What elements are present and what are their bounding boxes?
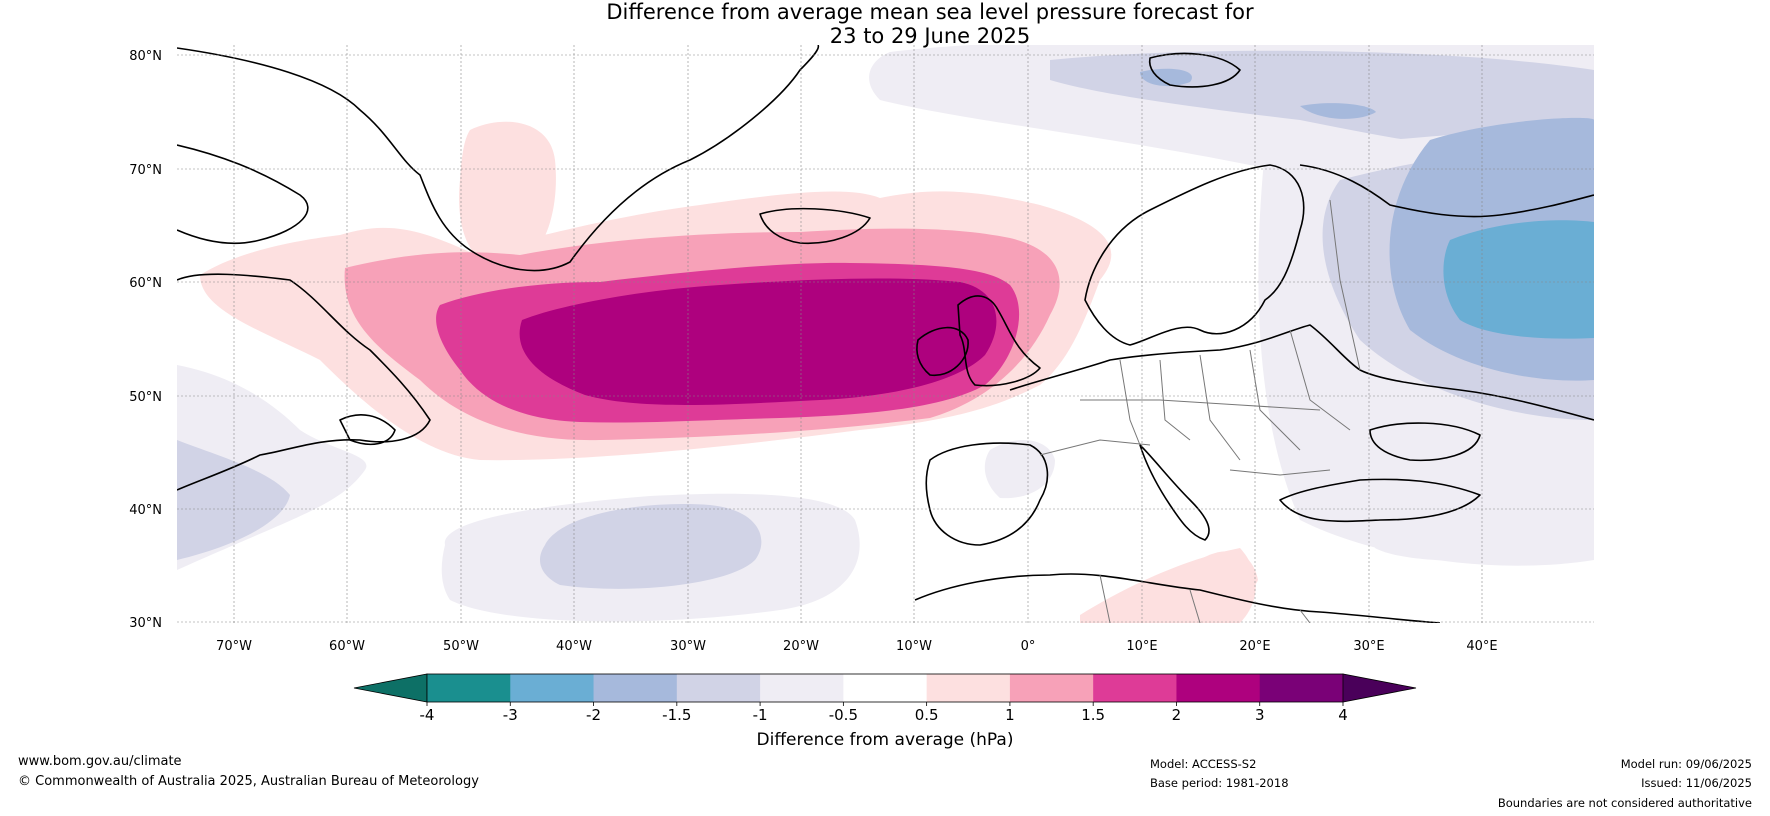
- colorbar-segment: [427, 674, 511, 702]
- colorbar-tick-label: -0.5: [829, 706, 858, 724]
- colorbar-tick-label: 3: [1255, 706, 1265, 724]
- colorbar-tick-label: 1: [1005, 706, 1015, 724]
- colorbar-tick-label: 1.5: [1081, 706, 1105, 724]
- scandinavia-coast: [1084, 164, 1305, 346]
- lon-tick-label: 20°W: [783, 639, 819, 654]
- anomaly-fill-arctic-neg15a: [1140, 68, 1192, 87]
- anomaly-fill-east-neg2: [1443, 220, 1594, 339]
- colorbar-border: [426, 673, 1344, 703]
- colorbar-segment: [1093, 674, 1177, 702]
- anomaly-fill-pos05-gib: [1180, 551, 1258, 596]
- lat-tick-label: 50°N: [129, 390, 162, 405]
- lon-tick-label: 40°W: [556, 639, 592, 654]
- colorbar-segment: [926, 674, 1011, 702]
- colorbar-tick-label: -3: [503, 706, 518, 724]
- lat-tick-label: 80°N: [129, 49, 162, 64]
- italy-coast: [1139, 444, 1210, 541]
- britain-coast: [957, 295, 1041, 387]
- colorbar-segment: [593, 674, 678, 702]
- colorbar-tick-label: -1: [753, 706, 768, 724]
- colorbar-segment: [1176, 674, 1261, 702]
- colorbar-segment: [510, 674, 595, 702]
- anomaly-fill-pos2: [519, 278, 997, 405]
- lon-tick-label: 60°W: [329, 639, 365, 654]
- base-period-text: Base period: 1981-2018: [1150, 776, 1289, 790]
- lon-tick-label: 40°E: [1466, 639, 1497, 654]
- colorbar-segment: [676, 674, 761, 702]
- lon-tick-label: 30°W: [670, 639, 706, 654]
- colorbar-tick-label: 4: [1338, 706, 1348, 724]
- colorbar-under-arrow: [353, 673, 428, 703]
- colorbar-tick-label: -1.5: [662, 706, 691, 724]
- lat-tick-label: 70°N: [129, 163, 162, 178]
- map-title-line1: Difference from average mean sea level p…: [606, 0, 1254, 24]
- ireland-coast: [916, 326, 969, 377]
- coastlines: [177, 45, 1594, 623]
- colorbar-tick-label: 2: [1172, 706, 1182, 724]
- colorbar-over-arrow: [1342, 673, 1417, 703]
- model-run-text: Model run: 09/06/2025: [1620, 757, 1752, 771]
- lon-tick-label: 30°E: [1353, 639, 1384, 654]
- lon-tick-label: 50°W: [443, 639, 479, 654]
- europe-mainland-coast: [1009, 324, 1594, 421]
- labrador-coast: [177, 273, 431, 491]
- iberia-coast: [925, 442, 1049, 546]
- issued-text: Issued: 11/06/2025: [1641, 776, 1752, 790]
- colorbar-segment: [760, 674, 844, 702]
- anomaly-fill-med-neg05-west: [984, 439, 1055, 499]
- north-africa-coast: [914, 573, 1441, 623]
- colorbar-tick-label: 0.5: [915, 706, 939, 724]
- anomaly-fill-med-neg05-east: [1370, 508, 1545, 561]
- map-title: Difference from average mean sea level p…: [0, 0, 1770, 48]
- lon-tick-label: 70°W: [216, 639, 252, 654]
- anomaly-fill-west-neg1: [177, 440, 290, 560]
- graticule: [177, 45, 1594, 623]
- finland-russia-coast: [1299, 164, 1594, 218]
- greenland-coast: [177, 45, 820, 272]
- lat-tick-label: 60°N: [129, 276, 162, 291]
- baffin-coast: [177, 144, 309, 245]
- anomaly-fill-arctic-neg15b: [1300, 103, 1376, 119]
- newfoundland-coast: [339, 414, 396, 446]
- lon-tick-label: 0°: [1021, 639, 1036, 654]
- black-sea-coast: [1369, 422, 1481, 462]
- greece-turkey-coast: [1279, 478, 1481, 523]
- colorbar-label: Difference from average (hPa): [757, 730, 1014, 750]
- colorbar-tick-label: -2: [586, 706, 601, 724]
- lon-tick-label: 10°E: [1126, 639, 1157, 654]
- map-title-line2: 23 to 29 June 2025: [829, 24, 1031, 48]
- colorbar-segment: [1259, 674, 1344, 702]
- anomaly-fill-atl-neg1: [540, 504, 762, 589]
- anomaly-fill-pos05-greenland: [459, 121, 556, 270]
- copyright-text: © Commonwealth of Australia 2025, Austra…: [18, 774, 479, 789]
- lon-tick-label: 10°W: [896, 639, 932, 654]
- colorbar-segment: [843, 674, 928, 702]
- model-text: Model: ACCESS-S2: [1150, 757, 1257, 771]
- lat-tick-label: 30°N: [129, 616, 162, 631]
- svalbard-coast: [1148, 52, 1241, 88]
- website-link[interactable]: www.bom.gov.au/climate: [18, 754, 182, 769]
- anomaly-field: [177, 45, 1594, 623]
- colorbar: -4 -3 -2 -1.5 -1 -0.5 0.5 1 1.5 2 3 4 Difference fro…: [353, 673, 1417, 750]
- disclaimer-text: Boundaries are not considered authoritat…: [1497, 796, 1752, 810]
- colorbar-segment: [1009, 674, 1094, 702]
- lat-tick-label: 40°N: [129, 503, 162, 518]
- lon-tick-label: 20°E: [1239, 639, 1270, 654]
- iceland-coast: [759, 207, 871, 245]
- colorbar-tick-label: -4: [420, 706, 435, 724]
- country-borders: [1039, 199, 1361, 623]
